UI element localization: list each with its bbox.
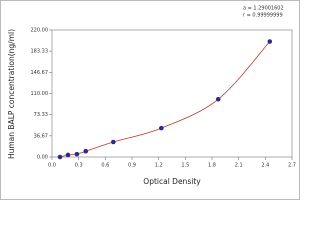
y-tick-label: 0.00 <box>37 155 48 161</box>
x-tick-label: 0.3 <box>75 163 83 169</box>
x-tick-label: 1.5 <box>181 163 189 169</box>
y-tick-label: 183.33 <box>31 49 49 55</box>
x-tick-label: 2.7 <box>288 163 296 169</box>
x-tick-label: 1.8 <box>208 163 216 169</box>
data-point <box>267 39 273 44</box>
y-tick-label: 110.00 <box>31 91 49 97</box>
x-tick-label: 2.4 <box>261 163 269 169</box>
x-tick-label: 0.6 <box>101 163 109 169</box>
x-axis-label: Optical Density <box>143 177 201 186</box>
annotation: r = 0.99999999 <box>243 13 283 19</box>
y-tick-label: 36.67 <box>34 133 48 139</box>
data-point <box>215 96 221 102</box>
y-axis-label: Human BALP concentration(ng/ml) <box>7 29 16 159</box>
data-point <box>159 125 164 131</box>
page: a = 1.29001602 r = 0.99999999 Optical De… <box>0 0 300 200</box>
data-point <box>111 139 116 145</box>
chart: a = 1.29001602 r = 0.99999999 Optical De… <box>0 0 300 200</box>
y-tick-label: 146.67 <box>31 70 49 76</box>
y-tick-label: 220.00 <box>31 28 49 34</box>
x-tick-label: 1.2 <box>155 163 163 169</box>
data-point <box>83 148 89 154</box>
data-point <box>74 151 80 157</box>
x-tick-label: 0.9 <box>128 163 136 169</box>
x-tick-label: 2.1 <box>235 163 243 169</box>
y-tick-label: 73.33 <box>34 112 48 118</box>
data-point <box>65 152 71 158</box>
data-point <box>57 154 63 160</box>
annotation: a = 1.29001602 <box>243 6 284 12</box>
plot-area <box>51 29 293 158</box>
x-tick-label: 0.0 <box>48 163 56 169</box>
